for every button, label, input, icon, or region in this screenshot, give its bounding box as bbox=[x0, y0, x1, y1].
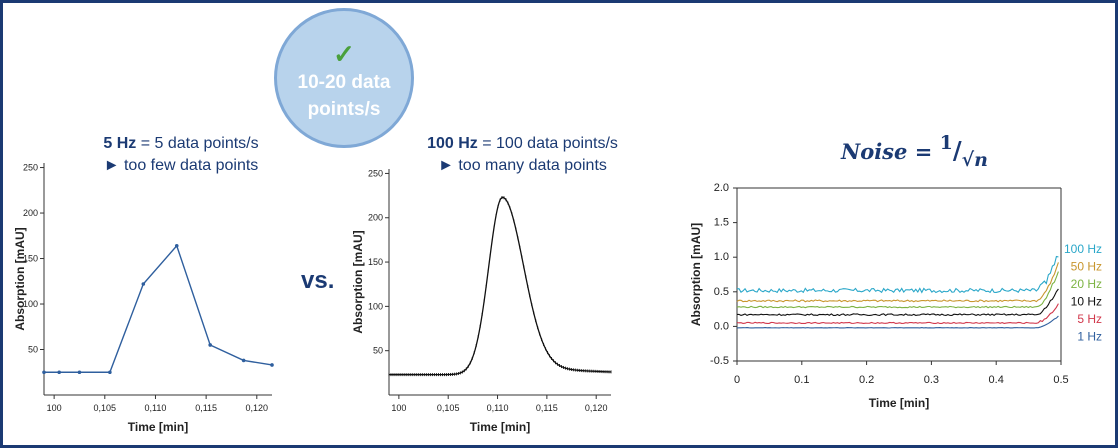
y-tick-label: 200 bbox=[368, 213, 383, 223]
formula-numerator: 1 bbox=[939, 132, 953, 154]
caption-middle-line2: ► too many data points bbox=[438, 157, 607, 174]
y-tick-label: 50 bbox=[373, 346, 383, 356]
x-axis-label: Time [min] bbox=[869, 396, 929, 410]
chart-100hz: 100 0,105 0,110 0,115 0,120 50 100 150 200 250 Tim… bbox=[351, 168, 612, 434]
series-line-5hz bbox=[736, 303, 1059, 325]
y-tick-label: 100 bbox=[368, 301, 383, 311]
circle-line-1: 10-20 data bbox=[297, 72, 391, 93]
y-tick-label: -0.5 bbox=[710, 355, 729, 367]
x-tick-label: 0.5 bbox=[1053, 374, 1068, 386]
data-point bbox=[270, 363, 274, 367]
y-tick-label: 100 bbox=[23, 299, 38, 309]
x-tick-label: 100 bbox=[391, 403, 406, 413]
y-axis-label: Absorption [mAU] bbox=[689, 223, 703, 326]
x-tick-label: 0.4 bbox=[989, 374, 1004, 386]
x-tick-label: 100 bbox=[47, 403, 62, 413]
legend-label: 50 Hz bbox=[1071, 260, 1102, 274]
caption-middle: 100 Hz = 100 data points/s ► too many da… bbox=[405, 133, 640, 177]
formula-lhs: Noise bbox=[841, 139, 908, 164]
data-point bbox=[174, 243, 179, 248]
formula-eq: = bbox=[914, 139, 933, 164]
x-tick-label: 0,115 bbox=[536, 403, 558, 413]
legend-label: 10 Hz bbox=[1071, 295, 1102, 309]
series-line-1hz bbox=[736, 315, 1059, 329]
chart-5hz: 100 0,105 0,110 0,115 0,120 50 100 150 200 250 Tim… bbox=[13, 163, 274, 434]
recommendation-circle: ✓ 10-20 data points/s bbox=[274, 8, 414, 148]
caption-left-rest: = 5 data points/s bbox=[136, 135, 259, 152]
y-tick-label: 0.5 bbox=[714, 286, 729, 298]
y-tick-label: 250 bbox=[368, 168, 383, 178]
caption-left-bold: 5 Hz bbox=[103, 135, 137, 152]
y-tick-label: 150 bbox=[23, 254, 38, 264]
x-axis-label: Time [min] bbox=[128, 420, 188, 434]
y-tick-label: 1.5 bbox=[714, 217, 729, 229]
data-point bbox=[57, 370, 61, 375]
vs-label: vs. bbox=[301, 267, 335, 294]
x-tick-label: 0,120 bbox=[585, 403, 608, 413]
noise-formula: Noise = 1/√n bbox=[841, 132, 988, 172]
data-point bbox=[241, 358, 246, 363]
formula-slash: / bbox=[952, 136, 962, 165]
y-tick-label: 2.0 bbox=[714, 182, 729, 194]
x-tick-label: 0,115 bbox=[195, 403, 217, 413]
chart-noise: 0 0.1 0.2 0.3 0.4 0.5 -0.5 0.0 0.5 1.0 1.5 2.0 Time … bbox=[689, 182, 1102, 410]
y-tick-label: 150 bbox=[368, 257, 383, 267]
x-tick-label: 0 bbox=[734, 374, 740, 386]
caption-left: 5 Hz = 5 data points/s ► too few data po… bbox=[81, 133, 281, 177]
x-tick-label: 0,105 bbox=[437, 403, 460, 413]
series-line-20hz bbox=[736, 271, 1059, 309]
checkmark-icon: ✓ bbox=[333, 39, 355, 69]
caption-middle-bold: 100 Hz bbox=[427, 135, 478, 152]
x-axis-label: Time [min] bbox=[470, 420, 530, 434]
y-tick-label: 1.0 bbox=[714, 251, 729, 263]
data-point bbox=[141, 282, 146, 286]
y-tick-label: 200 bbox=[23, 208, 38, 218]
circle-line-2: points/s bbox=[307, 99, 381, 120]
legend-label: 100 Hz bbox=[1064, 242, 1102, 256]
x-tick-label: 0,120 bbox=[246, 403, 269, 413]
legend-label: 1 Hz bbox=[1077, 330, 1102, 344]
series-line-100hz bbox=[736, 255, 1059, 294]
y-axis-label: Absorption [mAU] bbox=[13, 227, 27, 330]
x-tick-label: 0.3 bbox=[924, 374, 939, 386]
y-tick-label: 50 bbox=[28, 345, 38, 355]
caption-left-line2: ► too few data points bbox=[103, 157, 259, 174]
x-tick-label: 0,110 bbox=[145, 403, 167, 413]
x-tick-label: 0,110 bbox=[487, 403, 509, 413]
legend-label: 20 Hz bbox=[1071, 277, 1102, 291]
x-tick-label: 0.1 bbox=[794, 374, 809, 386]
data-point bbox=[208, 343, 212, 347]
legend-label: 5 Hz bbox=[1077, 312, 1102, 326]
y-axis-label: Absorption [mAU] bbox=[351, 230, 365, 333]
data-point bbox=[77, 370, 82, 375]
y-tick-label: 0.0 bbox=[714, 320, 729, 332]
x-tick-label: 0,105 bbox=[94, 403, 117, 413]
formula-denominator: √n bbox=[961, 149, 988, 172]
series-line-10hz bbox=[736, 288, 1059, 317]
series-line-50hz bbox=[736, 262, 1059, 303]
y-tick-label: 250 bbox=[23, 163, 38, 173]
x-tick-label: 0.2 bbox=[859, 374, 874, 386]
caption-middle-rest: = 100 data points/s bbox=[477, 135, 618, 152]
data-point bbox=[42, 370, 46, 375]
data-point bbox=[108, 370, 112, 375]
